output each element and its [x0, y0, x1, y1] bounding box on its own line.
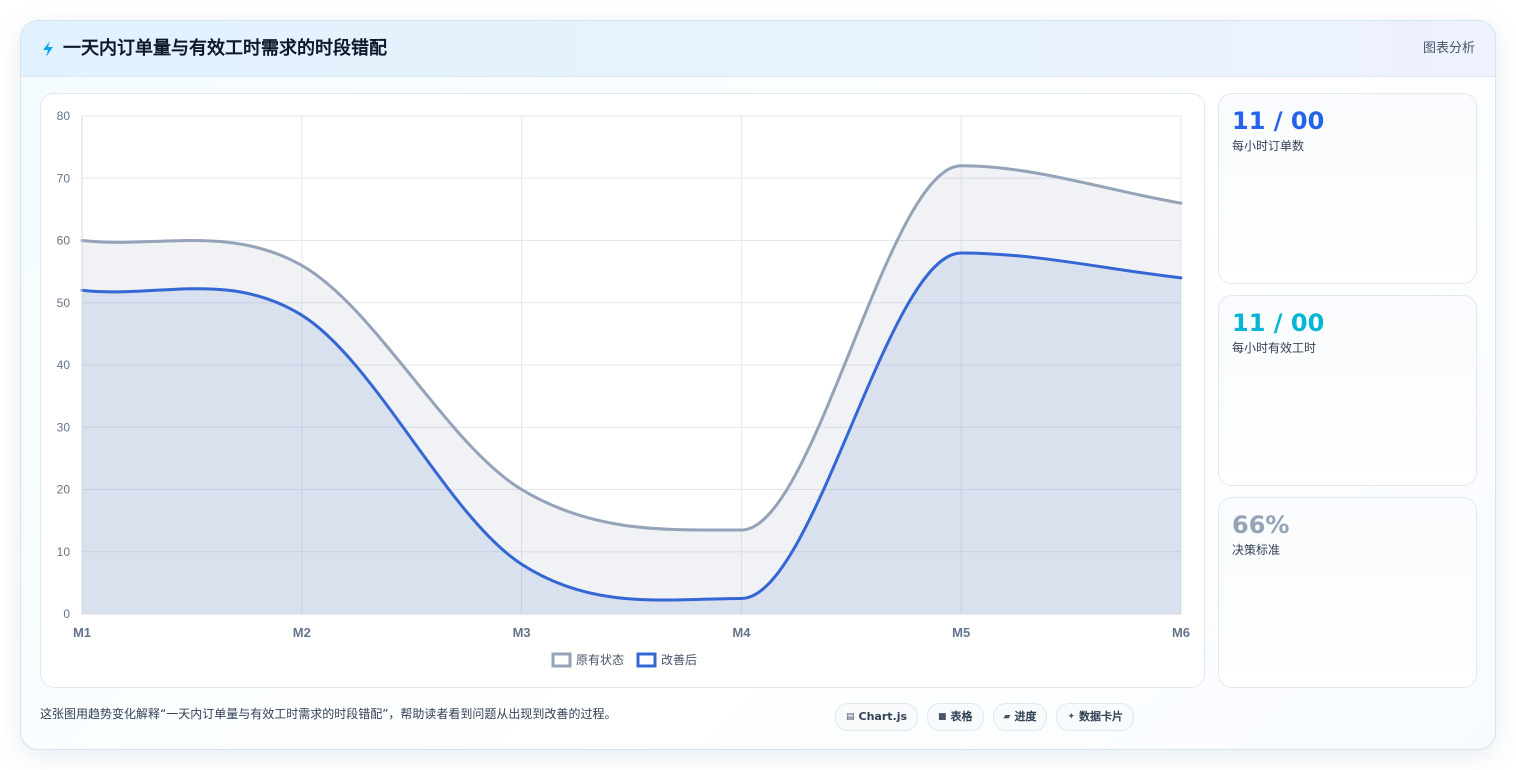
- line-chart: 0 10 20 30 40 50 60 70 80 M1 M2 M3 M4 M5 M6 原有状态 改善后: [57, 109, 1190, 668]
- progress-icon: ▰: [1003, 712, 1011, 722]
- x-tick-label: M1: [73, 625, 91, 640]
- series-line-2: [80, 251, 1183, 602]
- y-tick-label: 0: [63, 607, 70, 621]
- lightning-icon: [43, 41, 53, 57]
- stat-card-orders: 11 / 00 每小时订单数: [1218, 93, 1477, 284]
- legend-swatch-1: [551, 652, 572, 668]
- legend-label-2: 改善后: [661, 652, 697, 667]
- stat-value: 11 / 00: [1232, 107, 1325, 135]
- y-tick-label: 30: [57, 420, 71, 434]
- y-tick-label: 60: [57, 234, 71, 248]
- x-tick-label: M3: [513, 625, 531, 640]
- y-tick-label: 40: [57, 358, 71, 372]
- chip-chartjs[interactable]: ▤ Chart.js: [835, 703, 919, 731]
- stat-label: 每小时有效工时: [1232, 341, 1317, 355]
- chip-label: 数据卡片: [1079, 710, 1124, 723]
- y-tick-label: 20: [57, 483, 71, 497]
- chip-progress[interactable]: ▰ 进度: [992, 703, 1048, 731]
- stat-label: 每小时订单数: [1232, 139, 1305, 153]
- table-icon: ▤: [846, 712, 855, 722]
- legend-swatch-2: [636, 652, 657, 668]
- chip-data-card[interactable]: ✦ 数据卡片: [1056, 703, 1135, 731]
- chip-table[interactable]: ■ 表格: [927, 703, 984, 731]
- x-tick-label: M5: [952, 625, 970, 640]
- series-line-1: [80, 164, 1183, 532]
- y-tick-label: 70: [57, 171, 71, 185]
- tech-chips: ▤ Chart.js ■ 表格 ▰ 进度 ✦ 数据卡片: [835, 703, 1135, 731]
- y-tick-label: 80: [57, 109, 71, 123]
- stat-value: 66%: [1232, 511, 1290, 539]
- stat-value: 11 / 00: [1232, 309, 1325, 337]
- sparkle-icon: ✦: [1067, 712, 1076, 722]
- y-tick-label: 50: [57, 296, 71, 310]
- chart-caption: 这张图用趋势变化解释“一天内订单量与有效工时需求的时段错配”，帮助读者看到问题从…: [40, 707, 617, 721]
- grid-icon: ■: [938, 712, 947, 722]
- chip-label: 表格: [950, 710, 973, 723]
- series-area-1: [82, 165, 1181, 615]
- stat-card-hours: 11 / 00 每小时有效工时: [1218, 295, 1477, 486]
- page-title: 一天内订单量与有效工时需求的时段错配: [63, 38, 387, 59]
- legend-label-1: 原有状态: [576, 653, 624, 667]
- series-area-2: [82, 252, 1181, 614]
- chip-label: Chart.js: [858, 710, 908, 723]
- chart-panel: 0 10 20 30 40 50 60 70 80 M1 M2 M3 M4 M5 M6 原有状态 改善后: [40, 93, 1205, 688]
- x-tick-label: M6: [1172, 625, 1190, 640]
- chip-label: 进度: [1014, 710, 1037, 723]
- chart-card: 一天内订单量与有效工时需求的时段错配 图表分析 0 10 20 30 40 50 60 70 8…: [20, 20, 1496, 750]
- x-tick-label: M4: [732, 625, 751, 640]
- x-tick-label: M2: [293, 625, 311, 640]
- header-tag: 图表分析: [1422, 41, 1475, 56]
- card-header: 一天内订单量与有效工时需求的时段错配 图表分析: [21, 21, 1495, 77]
- stat-card-criteria: 66% 决策标准: [1218, 497, 1477, 688]
- stat-label: 决策标准: [1232, 543, 1281, 557]
- y-tick-label: 10: [57, 545, 71, 559]
